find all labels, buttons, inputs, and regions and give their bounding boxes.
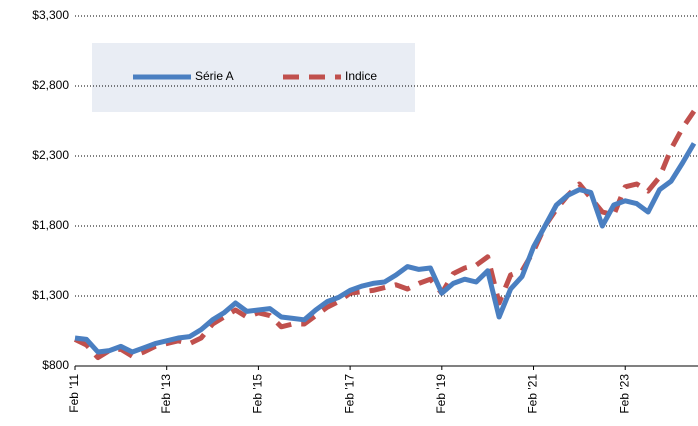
y-tick-label: $2,800 xyxy=(32,78,69,92)
series-line xyxy=(74,142,697,355)
y-tick-label: $1,300 xyxy=(32,288,69,302)
y-tick-label: $2,300 xyxy=(32,148,69,162)
y-tick-label: $1,800 xyxy=(32,218,69,232)
legend-label: Indice xyxy=(345,69,377,83)
x-tick-label: Feb '15 xyxy=(251,374,265,414)
x-tick-label: Feb '17 xyxy=(342,374,356,414)
x-tick-label: Feb '21 xyxy=(526,374,540,414)
x-tick-label: Feb '11 xyxy=(67,374,81,413)
series-line xyxy=(73,109,697,361)
x-tick-label: Feb '13 xyxy=(159,374,173,414)
x-tick-label: Feb '19 xyxy=(434,374,448,414)
x-tick-label: Feb '23 xyxy=(617,374,631,414)
y-tick-label: $3,300 xyxy=(32,8,69,22)
legend-label: Série A xyxy=(195,69,234,83)
y-tick-label: $800 xyxy=(42,358,69,372)
